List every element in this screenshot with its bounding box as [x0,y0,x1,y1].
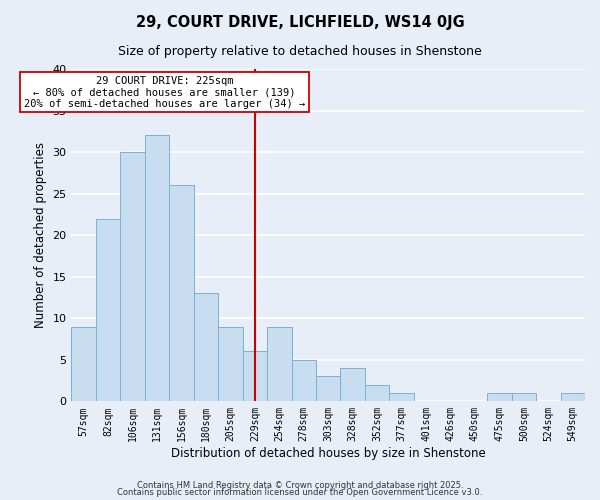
Text: Contains HM Land Registry data © Crown copyright and database right 2025.: Contains HM Land Registry data © Crown c… [137,480,463,490]
Bar [121,152,145,402]
Bar [487,393,512,402]
Bar [512,393,536,402]
Bar [242,352,267,402]
Text: Size of property relative to detached houses in Shenstone: Size of property relative to detached ho… [118,45,482,58]
Bar [389,393,414,402]
Bar [292,360,316,402]
Text: Contains public sector information licensed under the Open Government Licence v3: Contains public sector information licen… [118,488,482,497]
Bar [71,326,96,402]
Bar [267,326,292,402]
Y-axis label: Number of detached properties: Number of detached properties [34,142,47,328]
Bar [145,136,169,402]
Bar [96,218,121,402]
Bar [218,326,242,402]
Bar [560,393,585,402]
Bar [340,368,365,402]
Bar [316,376,340,402]
Text: 29 COURT DRIVE: 225sqm
← 80% of detached houses are smaller (139)
20% of semi-de: 29 COURT DRIVE: 225sqm ← 80% of detached… [24,76,305,109]
X-axis label: Distribution of detached houses by size in Shenstone: Distribution of detached houses by size … [171,447,485,460]
Text: 29, COURT DRIVE, LICHFIELD, WS14 0JG: 29, COURT DRIVE, LICHFIELD, WS14 0JG [136,15,464,30]
Bar [169,186,194,402]
Bar [365,384,389,402]
Bar [194,294,218,402]
